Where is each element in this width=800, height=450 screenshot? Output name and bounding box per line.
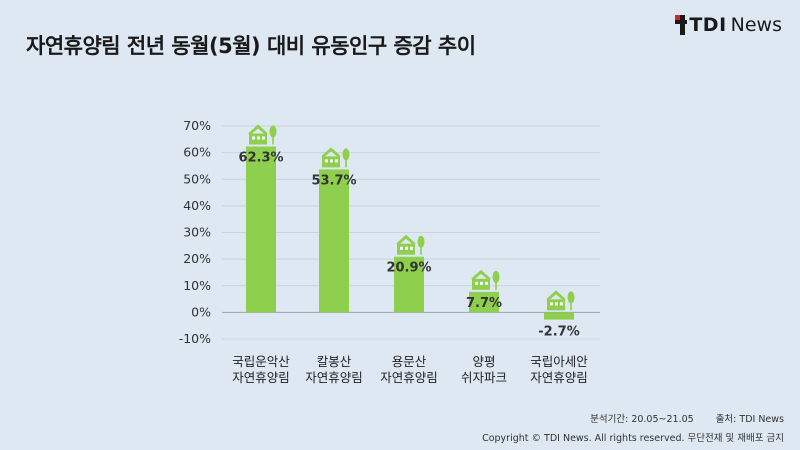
source-credit: 출처: TDI News	[715, 414, 784, 425]
bar	[319, 169, 349, 313]
x-category-label: 쉬자파크	[461, 370, 507, 385]
y-tick-label: 60%	[183, 145, 211, 160]
house-tree-icon	[321, 147, 350, 168]
logo-mark-icon	[675, 15, 688, 35]
tdi-news-logo: TDI News	[675, 14, 782, 36]
x-category-label: 자연휴양림	[305, 370, 363, 385]
house-tree-icon	[248, 124, 277, 145]
y-tick-label: 30%	[183, 225, 211, 240]
bar	[544, 312, 574, 320]
bar	[469, 291, 499, 313]
house-tree-icon	[546, 290, 575, 311]
x-category-label: 자연휴양림	[232, 370, 290, 385]
y-tick-label: 20%	[183, 251, 211, 266]
footer-meta: 분석기간: 20.05~21.05 출처: TDI News	[590, 411, 784, 425]
x-category-label: 자연휴양림	[530, 370, 588, 385]
y-tick-label: 40%	[183, 198, 211, 213]
house-tree-icon	[471, 269, 500, 290]
value-label: 7.7%	[466, 296, 502, 311]
chart-title: 자연휴양림 전년 동월(5월) 대비 유동인구 증감 추이	[26, 34, 476, 58]
y-tick-label: 10%	[183, 278, 211, 293]
x-category-label: 자연휴양림	[380, 370, 438, 385]
value-label: 53.7%	[311, 173, 356, 188]
x-category-label: 국립운악산	[232, 354, 290, 369]
bar	[394, 256, 424, 313]
x-category-label: 양평	[472, 354, 495, 369]
logo-news-text: News	[730, 14, 782, 36]
house-tree-icon	[396, 234, 425, 255]
value-label: -2.7%	[538, 325, 579, 340]
y-tick-label: 70%	[183, 118, 211, 133]
analysis-period: 분석기간: 20.05~21.05	[590, 414, 694, 425]
value-label: 20.9%	[386, 261, 431, 276]
x-category-label: 칼봉산	[317, 354, 352, 369]
copyright-notice: Copyright © TDI News. All rights reserve…	[482, 433, 784, 444]
logo-tdi-text: TDI	[689, 14, 727, 36]
bar	[246, 146, 276, 313]
y-tick-label: 0%	[191, 304, 211, 319]
x-category-label: 국립아세안	[530, 354, 588, 369]
x-category-label: 용문산	[392, 354, 427, 369]
value-label: 62.3%	[238, 151, 283, 166]
y-tick-label: -10%	[179, 331, 211, 346]
y-tick-label: 50%	[183, 171, 211, 186]
